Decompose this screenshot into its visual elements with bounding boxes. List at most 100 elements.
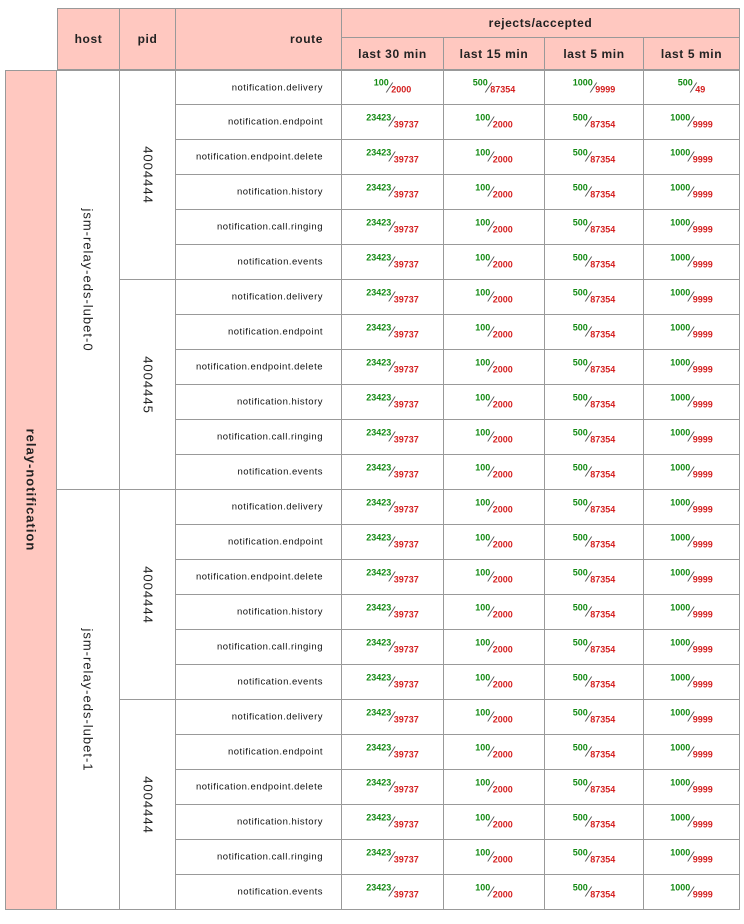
fraction-slash: ⁄: [391, 428, 394, 446]
fraction-slash: ⁄: [587, 813, 591, 831]
fraction-slash: ⁄: [391, 778, 394, 796]
rejects-count: 500: [572, 462, 588, 473]
ratio-cell: 500⁄87354: [545, 735, 644, 770]
accepted-count: 9999: [692, 294, 713, 305]
ratio-value: 500⁄87354: [573, 253, 616, 270]
ratio-value: 500⁄87354: [572, 357, 616, 375]
ratio-value: 1000⁄9999: [670, 568, 713, 585]
ratio-value: 100⁄2000: [475, 568, 513, 585]
fraction-slash: ⁄: [391, 848, 394, 866]
ratio-value: 100⁄2000: [374, 78, 412, 95]
ratio-value: 1000⁄9999: [670, 848, 713, 865]
rejects-count: 1000: [670, 427, 691, 438]
route-name: notification.endpoint.delete: [195, 781, 323, 793]
fraction-slash: ⁄: [690, 323, 693, 341]
ratio-cell: 23423⁄39737: [342, 245, 444, 280]
accepted-count: 9999: [692, 259, 713, 270]
rejects-count: 23423: [366, 287, 392, 298]
route-cell: notification.delivery: [176, 490, 342, 525]
ratio-value: 100⁄2000: [475, 673, 513, 690]
rejects-count: 500: [472, 77, 488, 88]
accepted-count: 87354: [590, 469, 616, 480]
accepted-count: 39737: [393, 469, 419, 480]
accepted-count: 2000: [492, 854, 513, 865]
fraction-slash: ⁄: [690, 183, 693, 201]
rejects-count: 100: [475, 742, 491, 753]
ratio-value: 1000⁄9999: [670, 708, 713, 725]
rejects-count: 1000: [670, 147, 691, 158]
pid-cell: 4004444: [120, 700, 176, 910]
rejects-count: 100: [475, 707, 491, 718]
ratio-cell: 1000⁄9999: [644, 735, 740, 770]
rejects-count: 500: [572, 287, 588, 298]
ratio-value: 500⁄87354: [573, 603, 616, 620]
accepted-count: 2000: [492, 189, 513, 200]
route-cell: notification.history: [176, 595, 342, 630]
accepted-count: 39737: [393, 189, 419, 200]
accepted-count: 9999: [692, 539, 713, 550]
ratio-value: 100⁄2000: [475, 357, 513, 376]
accepted-count: 87354: [590, 644, 616, 655]
accepted-count: 9999: [692, 364, 713, 375]
route-cell: notification.call.ringing: [176, 840, 342, 875]
pid-value: 4004444: [140, 565, 155, 624]
rejects-count: 500: [572, 357, 588, 368]
fraction-slash: ⁄: [587, 288, 591, 306]
accepted-count: 2000: [492, 609, 513, 620]
rejects-count: 23423: [366, 147, 392, 158]
ratio-cell: 23423⁄39737: [342, 735, 444, 770]
accepted-count: 39737: [393, 609, 419, 620]
rejects-count: 100: [475, 462, 491, 473]
ratio-cell: 1000⁄9999: [644, 315, 740, 350]
accepted-count: 2000: [492, 434, 513, 445]
ratio-cell: 23423⁄39737: [342, 560, 444, 595]
accepted-count: 2000: [492, 119, 513, 130]
rejects-count: 1000: [670, 322, 691, 333]
rejects-count: 100: [475, 357, 491, 368]
ratio-cell: 1000⁄9999: [644, 175, 740, 210]
ratio-cell: 23423⁄39737: [342, 805, 444, 840]
route-cell: notification.events: [176, 245, 342, 280]
ratio-value: 500⁄87354: [573, 393, 616, 410]
rejects-count: 500: [572, 742, 588, 753]
fraction-slash: ⁄: [690, 393, 693, 411]
route-cell: notification.events: [176, 875, 342, 910]
rejects-count: 23423: [366, 427, 392, 438]
ratio-value: 100⁄2000: [475, 742, 513, 760]
fraction-slash: ⁄: [490, 358, 493, 376]
accepted-count: 39737: [393, 749, 419, 760]
rejects-count: 100: [475, 112, 491, 123]
ratio-cell: 500⁄87354: [545, 805, 644, 840]
route-name: notification.history: [236, 606, 323, 618]
ratio-cell: 500⁄87354: [545, 525, 644, 560]
accepted-count: 39737: [393, 784, 419, 795]
route-cell: notification.call.ringing: [176, 630, 342, 665]
rejects-count: 500: [572, 112, 588, 123]
accepted-count: 9999: [692, 784, 713, 795]
host-name: jsm-relay-eds-lubet-0: [80, 208, 96, 352]
rejects-count: 100: [475, 777, 491, 788]
ratio-cell: 500⁄87354: [545, 875, 644, 910]
rejects-count: 23423: [366, 567, 392, 578]
route-cell: notification.delivery: [176, 70, 342, 105]
ratio-cell: 100⁄2000: [342, 70, 444, 105]
rejects-count: 100: [475, 182, 491, 193]
ratio-cell: 100⁄2000: [444, 700, 545, 735]
accepted-count: 9999: [692, 399, 713, 410]
fraction-slash: ⁄: [490, 603, 493, 621]
header-window-label: last 5 min: [660, 46, 723, 61]
route-name: notification.events: [237, 676, 323, 688]
ratio-value: 500⁄87354: [573, 673, 616, 690]
fraction-slash: ⁄: [690, 428, 693, 446]
accepted-count: 39737: [393, 399, 419, 410]
route-name: notification.events: [237, 466, 323, 478]
ratio-cell: 1000⁄9999: [644, 280, 740, 315]
pid-cell: 4004445: [120, 280, 176, 490]
accepted-count: 9999: [692, 154, 713, 165]
ratio-value: 1000⁄9999: [670, 393, 713, 411]
ratio-value: 1000⁄9999: [670, 463, 713, 480]
accepted-count: 87354: [590, 854, 616, 865]
fraction-slash: ⁄: [490, 183, 493, 201]
accepted-count: 2000: [492, 329, 513, 340]
rejects-count: 100: [475, 217, 491, 228]
